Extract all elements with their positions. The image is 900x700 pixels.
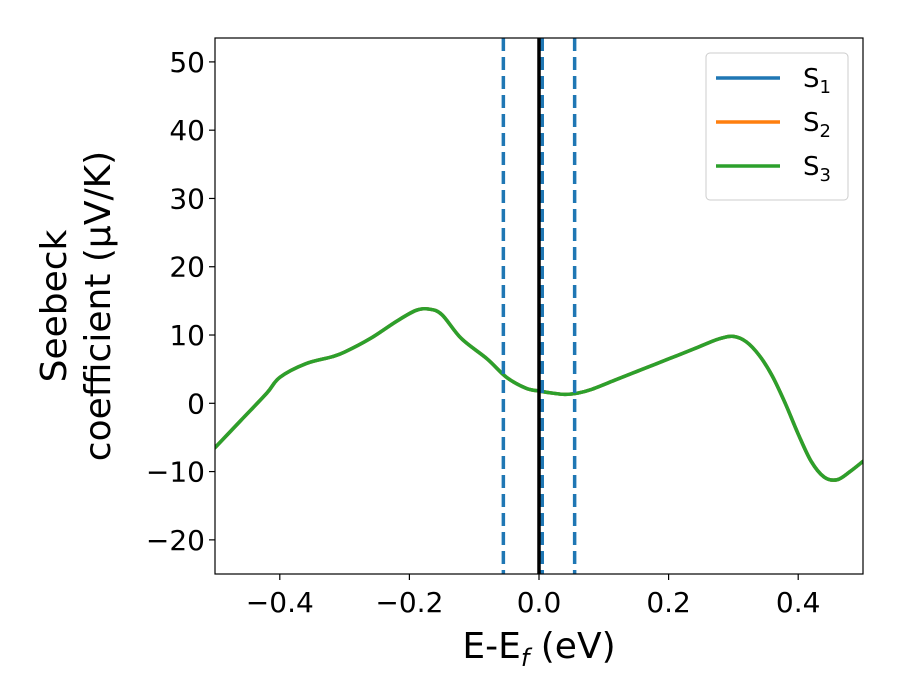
y-tick-label: 10 bbox=[169, 319, 205, 352]
y-tick-label: 50 bbox=[169, 46, 205, 79]
legend-label-main: S bbox=[803, 152, 820, 182]
legend-label-s3: S3 bbox=[803, 152, 831, 186]
x-axis-title: E-Ef (eV) bbox=[462, 626, 615, 672]
x-tick-label: 0.0 bbox=[517, 586, 562, 619]
x-axis-title-unit: (eV) bbox=[529, 626, 615, 667]
y-tick-label: −10 bbox=[146, 456, 205, 489]
x-tick-label: 0.2 bbox=[646, 586, 691, 619]
legend-label-sub: 1 bbox=[820, 77, 831, 98]
x-tick-label: −0.2 bbox=[375, 586, 443, 619]
legend-label-sub: 3 bbox=[820, 165, 831, 186]
legend-label-sub: 2 bbox=[820, 121, 831, 142]
legend-label-s2: S2 bbox=[803, 108, 831, 142]
y-tick-label: 40 bbox=[169, 114, 205, 147]
legend-label-s1: S1 bbox=[803, 64, 831, 98]
plot-frame bbox=[214, 37, 864, 575]
y-axis-title-line1: Seebeck bbox=[34, 229, 75, 382]
y-tick-label: −20 bbox=[146, 524, 205, 557]
x-axis-title-main: E-E bbox=[462, 626, 520, 667]
legend-label-main: S bbox=[803, 108, 820, 138]
plot-area bbox=[215, 38, 863, 574]
legend-label-main: S bbox=[803, 64, 820, 94]
y-tick-label: 20 bbox=[169, 251, 205, 284]
y-tick-label: 0 bbox=[187, 387, 205, 420]
y-axis-title-line2: coefficient (μV/K) bbox=[78, 151, 119, 461]
y-tick-label: 30 bbox=[169, 182, 205, 215]
x-tick-label: −0.4 bbox=[246, 586, 314, 619]
legend-box bbox=[705, 52, 849, 201]
x-tick-label: 0.4 bbox=[776, 586, 821, 619]
series-line-s3 bbox=[215, 306, 863, 482]
axis-ticks: −0.4 −0.2 0.0 0.2 0.4 −20 −10 0 10 20 30 40 50 bbox=[146, 46, 821, 619]
